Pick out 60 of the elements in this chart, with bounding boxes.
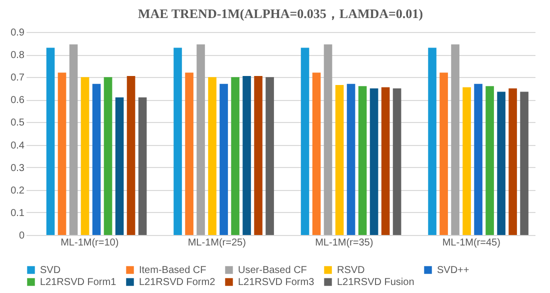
y-tick-label: 0.7 [10, 72, 25, 84]
bar [69, 44, 78, 235]
bar [520, 92, 528, 235]
bar [196, 44, 205, 235]
legend-label: L21RSVD Form1 [40, 277, 117, 288]
bar [58, 72, 66, 235]
bar [46, 48, 55, 235]
bar [370, 88, 378, 235]
bar [266, 77, 274, 235]
bar [335, 85, 344, 235]
bar [346, 84, 356, 235]
x-tick-label: ML-1M(r=35) [315, 238, 374, 248]
legend-label: L21RSVD Form2 [139, 277, 216, 288]
bar [440, 72, 448, 235]
bar [104, 77, 112, 235]
bar [185, 72, 194, 235]
y-tick-label: 0.6 [10, 95, 25, 106]
bar [231, 77, 240, 235]
bar [508, 88, 517, 235]
bar [324, 44, 332, 235]
bar [220, 84, 228, 235]
y-tick-label: 0.5 [10, 118, 25, 129]
legend-label: Item-Based CF [139, 265, 206, 276]
bar [138, 97, 147, 235]
x-tick-label: ML-1M(r=10) [60, 238, 119, 248]
legend-label: RSVD [337, 265, 365, 276]
bar [312, 72, 321, 235]
bar [254, 76, 262, 235]
bar [92, 84, 101, 235]
x-tick-label: ML-1M(r=25) [188, 238, 246, 248]
y-tick-label: 0.1 [10, 208, 25, 219]
y-tick-label: 0.9 [10, 28, 25, 38]
bar [115, 97, 124, 235]
bar [474, 84, 482, 235]
bar [208, 77, 216, 235]
y-tick-label: 0.4 [10, 140, 25, 152]
chart-title: MAE TREND-1M(ALPHA=0.035，LAMDA=0.01) [138, 6, 424, 21]
bar [462, 87, 471, 235]
bar [381, 87, 390, 235]
x-tick-label: ML-1M(r=45) [442, 238, 500, 248]
legend-label: SVD++ [437, 265, 470, 276]
bar [451, 44, 460, 235]
bar [126, 76, 136, 235]
y-tick-label: 0.3 [10, 162, 25, 174]
bar [497, 92, 506, 235]
bar [300, 48, 310, 235]
bar [392, 88, 402, 235]
y-tick-label: 0.8 [10, 50, 25, 62]
legend-label: L21RSVD Form3 [238, 277, 315, 288]
bar [242, 76, 251, 235]
bar [486, 86, 494, 235]
legend-label: L21RSVD Fusion [337, 277, 414, 288]
y-tick-label: 0 [18, 230, 25, 242]
legend-label: User-Based CF [238, 265, 307, 276]
bar [358, 86, 367, 235]
y-tick-label: 0.2 [10, 185, 25, 196]
bar [174, 48, 182, 235]
bar [428, 48, 436, 235]
bar [80, 77, 90, 235]
legend-label: SVD [40, 265, 61, 276]
